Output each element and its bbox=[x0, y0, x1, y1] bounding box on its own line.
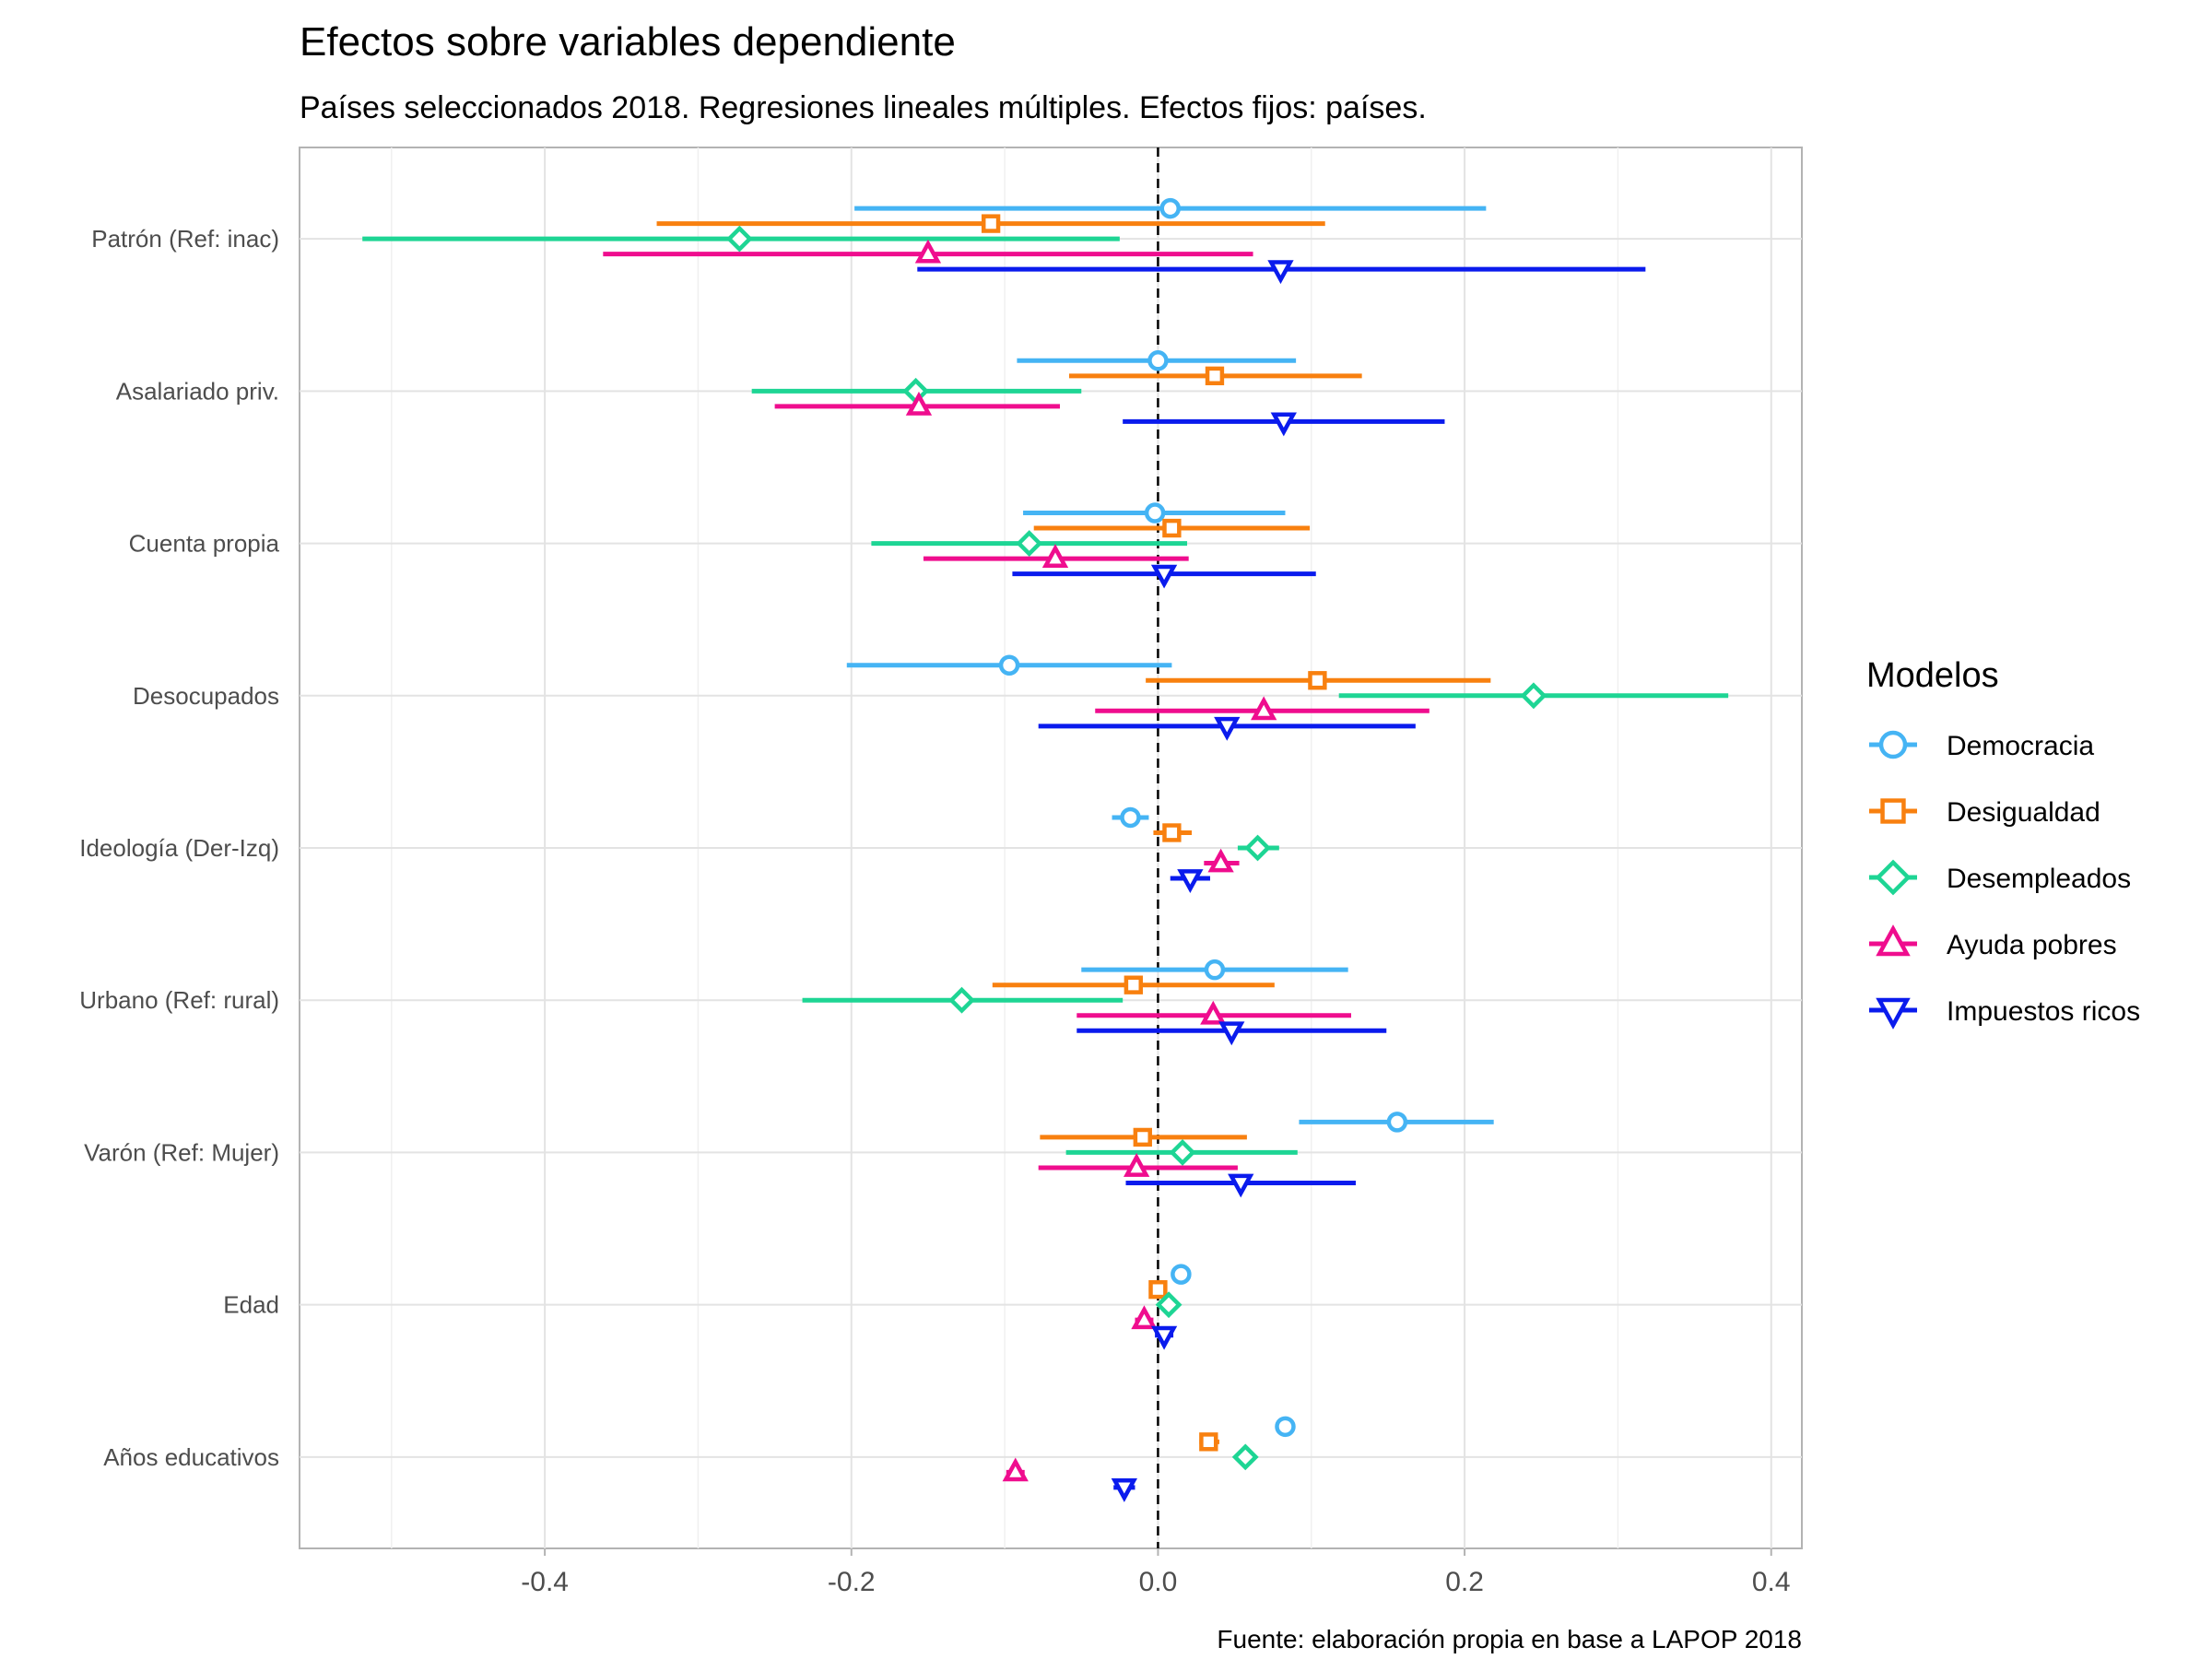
point-estimate bbox=[1120, 806, 1141, 829]
y-tick-label: Cuenta propia bbox=[129, 530, 280, 558]
series-desigualdad bbox=[656, 214, 1491, 1452]
legend-key-marker bbox=[1880, 798, 1906, 824]
legend-label: Democracia bbox=[1947, 731, 2094, 761]
y-tick-label: Edad bbox=[223, 1291, 279, 1319]
point-estimate bbox=[1123, 1153, 1150, 1177]
point-estimate bbox=[948, 986, 975, 1014]
point-estimate bbox=[1205, 366, 1225, 385]
chart-caption: Fuente: elaboración propia en base a LAP… bbox=[1217, 1625, 1802, 1653]
point-estimate bbox=[1150, 564, 1178, 589]
x-tick-label: 0.2 bbox=[1445, 1567, 1484, 1597]
legend-key-marker bbox=[1876, 997, 1911, 1030]
y-tick-label: Desocupados bbox=[133, 682, 279, 710]
legend-key-marker bbox=[1878, 730, 1908, 759]
point-estimate bbox=[1270, 412, 1297, 437]
point-estimate bbox=[1214, 716, 1241, 741]
legend: Modelos Democracia Desigualdad Desempleado… bbox=[1866, 656, 2140, 1030]
point-estimate bbox=[1177, 869, 1204, 893]
point-estimate bbox=[1199, 1432, 1218, 1452]
point-estimate bbox=[1150, 1325, 1178, 1350]
point-estimate bbox=[1171, 1264, 1192, 1285]
legend-key-marker bbox=[1876, 924, 1911, 957]
point-estimate bbox=[1162, 823, 1182, 842]
point-estimate bbox=[1204, 959, 1226, 981]
point-estimate bbox=[1159, 197, 1181, 219]
series-ayuda-pobres bbox=[603, 239, 1430, 1482]
point-estimate bbox=[1016, 530, 1043, 557]
point-estimate bbox=[1041, 544, 1069, 568]
point-estimate bbox=[1144, 502, 1166, 524]
y-tick-label: Ideología (Der-Izq) bbox=[79, 834, 279, 862]
point-estimate bbox=[1267, 260, 1294, 285]
series-marks bbox=[362, 197, 1729, 1502]
point-estimate bbox=[905, 391, 933, 416]
point-estimate bbox=[1111, 1478, 1137, 1502]
point-estimate bbox=[1207, 848, 1234, 873]
point-estimate bbox=[1124, 975, 1143, 994]
point-estimate bbox=[1148, 1279, 1168, 1300]
x-tick-label: -0.4 bbox=[521, 1567, 569, 1597]
legend-label: Impuestos ricos bbox=[1947, 996, 2140, 1027]
point-estimate bbox=[1308, 671, 1327, 690]
point-estimate bbox=[1162, 518, 1182, 538]
x-tick-label: 0.0 bbox=[1139, 1567, 1178, 1597]
point-estimate bbox=[1200, 1000, 1227, 1025]
point-estimate bbox=[1218, 1021, 1245, 1046]
x-tick-label: 0.4 bbox=[1752, 1567, 1791, 1597]
point-estimate bbox=[1275, 1416, 1296, 1438]
series-democracia bbox=[846, 197, 1494, 1438]
y-tick-label: Varón (Ref: Mujer) bbox=[84, 1138, 279, 1166]
point-estimate bbox=[1169, 1139, 1196, 1166]
legend-title: Modelos bbox=[1866, 656, 1999, 695]
legend-label: Desigualdad bbox=[1947, 797, 2100, 828]
point-estimate bbox=[1520, 682, 1547, 710]
point-estimate bbox=[1251, 696, 1277, 721]
point-estimate bbox=[1002, 1457, 1029, 1482]
y-axis-labels: Patrón (Ref: inac) Asalariado priv. Cuenta… bbox=[79, 225, 279, 1471]
major-gridlines bbox=[300, 147, 1802, 1548]
y-tick-label: Asalariado priv. bbox=[116, 377, 279, 405]
point-estimate bbox=[981, 214, 1001, 233]
point-estimate bbox=[1147, 350, 1169, 371]
legend-key-marker bbox=[1875, 859, 1912, 896]
point-estimate bbox=[1231, 1443, 1259, 1471]
chart-title: Efectos sobre variables dependiente bbox=[300, 19, 956, 65]
chart-subtitle: Países seleccionados 2018. Regresiones l… bbox=[300, 90, 1427, 125]
series-desempleados bbox=[362, 225, 1729, 1471]
point-estimate bbox=[725, 225, 753, 253]
legend-label: Ayuda pobres bbox=[1947, 930, 2117, 960]
point-estimate bbox=[914, 239, 942, 264]
series-impuestos-ricos bbox=[917, 260, 1646, 1502]
y-tick-label: Urbano (Ref: rural) bbox=[79, 986, 279, 1014]
y-tick-label: Años educativos bbox=[103, 1443, 279, 1471]
point-estimate bbox=[1386, 1112, 1408, 1133]
y-tick-label: Patrón (Ref: inac) bbox=[91, 225, 279, 253]
point-estimate bbox=[1228, 1173, 1254, 1198]
point-estimate bbox=[1133, 1127, 1152, 1147]
point-estimate bbox=[998, 654, 1020, 676]
legend-label: Desempleados bbox=[1947, 864, 2131, 894]
point-estimate bbox=[1131, 1305, 1158, 1330]
x-axis-labels: -0.4 -0.2 0.0 0.2 0.4 bbox=[521, 1548, 1791, 1597]
point-estimate bbox=[1244, 834, 1271, 862]
x-tick-label: -0.2 bbox=[828, 1567, 876, 1597]
point-estimate bbox=[1155, 1291, 1182, 1319]
